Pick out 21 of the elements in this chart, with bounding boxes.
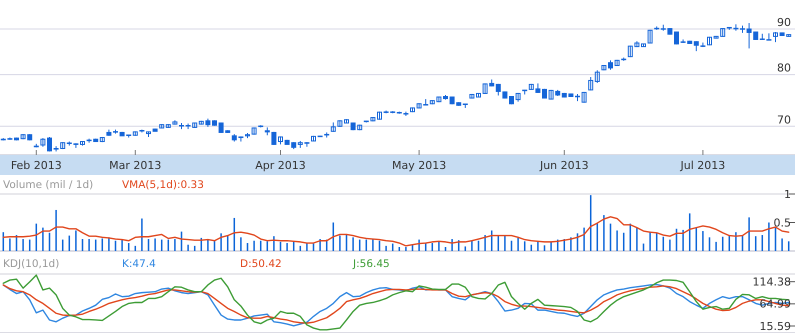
- y-tick-label: 1: [784, 188, 791, 201]
- text: D:50.42: [240, 258, 282, 270]
- x-tick-label: Feb 2013: [10, 159, 62, 172]
- x-tick-label: May 2013: [392, 159, 446, 172]
- text: J:56.45: [352, 258, 390, 270]
- x-tick-label: Jun 2013: [538, 159, 589, 172]
- y-tick-label: 114.38: [752, 276, 791, 289]
- series-label: K:47.4: [122, 258, 156, 270]
- y-tick-label: 70: [777, 113, 791, 126]
- line-series: [2, 216, 790, 247]
- line-series: [2, 274, 790, 331]
- x-tick-label: Mar 2013: [109, 159, 162, 172]
- y-tick-label: 0.5: [774, 216, 791, 230]
- y-tick-label: 90: [777, 16, 791, 29]
- chart-title: KDJ(10,1d): [3, 258, 60, 270]
- y-tick-label: 15.59: [760, 320, 791, 333]
- x-tick-label: Apr 2013: [255, 159, 306, 172]
- y-tick-label: 80: [777, 62, 791, 75]
- chart-title: Volume (mil / 1d): [3, 179, 94, 191]
- text: VMA(5,1d):0.33: [122, 179, 204, 191]
- x-tick-label: Jul 2013: [680, 159, 726, 172]
